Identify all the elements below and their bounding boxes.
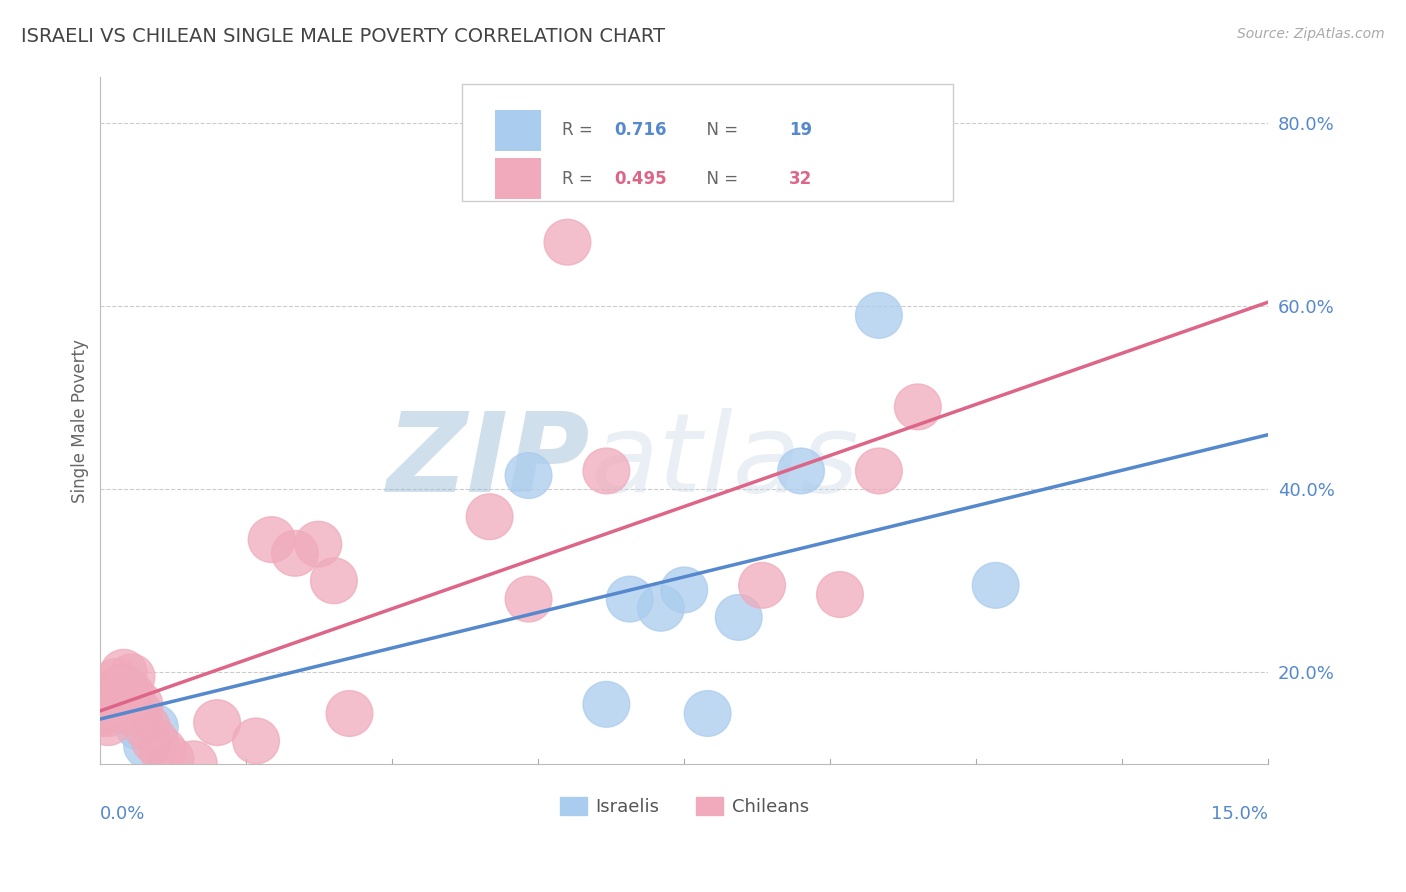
Ellipse shape [716,594,762,640]
FancyBboxPatch shape [495,159,541,199]
Ellipse shape [855,448,903,494]
Ellipse shape [115,681,163,727]
Ellipse shape [84,677,132,723]
Ellipse shape [271,531,318,576]
Text: R =: R = [561,121,598,139]
FancyBboxPatch shape [463,85,953,201]
Ellipse shape [505,576,553,622]
Ellipse shape [817,572,863,617]
Ellipse shape [855,293,903,338]
Text: 32: 32 [789,169,813,187]
Y-axis label: Single Male Poverty: Single Male Poverty [72,339,89,502]
Ellipse shape [108,690,155,737]
Ellipse shape [93,658,139,705]
Ellipse shape [973,563,1019,608]
Ellipse shape [84,699,132,746]
Ellipse shape [84,690,132,737]
Text: 0.716: 0.716 [614,121,666,139]
Ellipse shape [124,705,170,750]
Text: 19: 19 [789,121,813,139]
Ellipse shape [583,448,630,494]
Ellipse shape [100,649,148,695]
Text: 0.0%: 0.0% [100,805,146,823]
Text: N =: N = [696,169,744,187]
Text: 15.0%: 15.0% [1211,805,1268,823]
Text: R =: R = [561,169,598,187]
Ellipse shape [505,452,553,499]
Text: N =: N = [696,121,744,139]
Ellipse shape [148,737,194,782]
Ellipse shape [170,741,217,787]
Ellipse shape [233,718,280,764]
Ellipse shape [583,681,630,727]
Ellipse shape [249,516,295,563]
Ellipse shape [77,690,124,737]
FancyBboxPatch shape [495,110,541,151]
Ellipse shape [77,681,124,727]
Ellipse shape [606,576,654,622]
Ellipse shape [326,690,373,737]
Ellipse shape [778,448,824,494]
Ellipse shape [115,705,163,750]
Ellipse shape [544,219,591,265]
Legend: Israelis, Chileans: Israelis, Chileans [553,789,817,823]
Ellipse shape [93,668,139,714]
Ellipse shape [100,673,148,718]
Ellipse shape [637,585,685,632]
Ellipse shape [685,690,731,737]
Ellipse shape [311,558,357,604]
Text: Source: ZipAtlas.com: Source: ZipAtlas.com [1237,27,1385,41]
Ellipse shape [115,690,163,737]
Text: atlas: atlas [591,409,859,516]
Text: 0.495: 0.495 [614,169,666,187]
Ellipse shape [108,654,155,699]
Text: ZIP: ZIP [387,409,591,516]
Ellipse shape [77,690,124,737]
Ellipse shape [77,681,124,727]
Ellipse shape [132,718,179,764]
Ellipse shape [93,673,139,718]
Ellipse shape [738,563,786,608]
Ellipse shape [108,673,155,718]
Text: ISRAELI VS CHILEAN SINGLE MALE POVERTY CORRELATION CHART: ISRAELI VS CHILEAN SINGLE MALE POVERTY C… [21,27,665,45]
Ellipse shape [467,494,513,540]
Ellipse shape [295,521,342,567]
Ellipse shape [894,384,941,430]
Ellipse shape [194,699,240,746]
Ellipse shape [124,723,170,768]
Ellipse shape [139,727,186,773]
Ellipse shape [132,705,179,750]
Ellipse shape [100,663,148,709]
Ellipse shape [661,567,707,613]
